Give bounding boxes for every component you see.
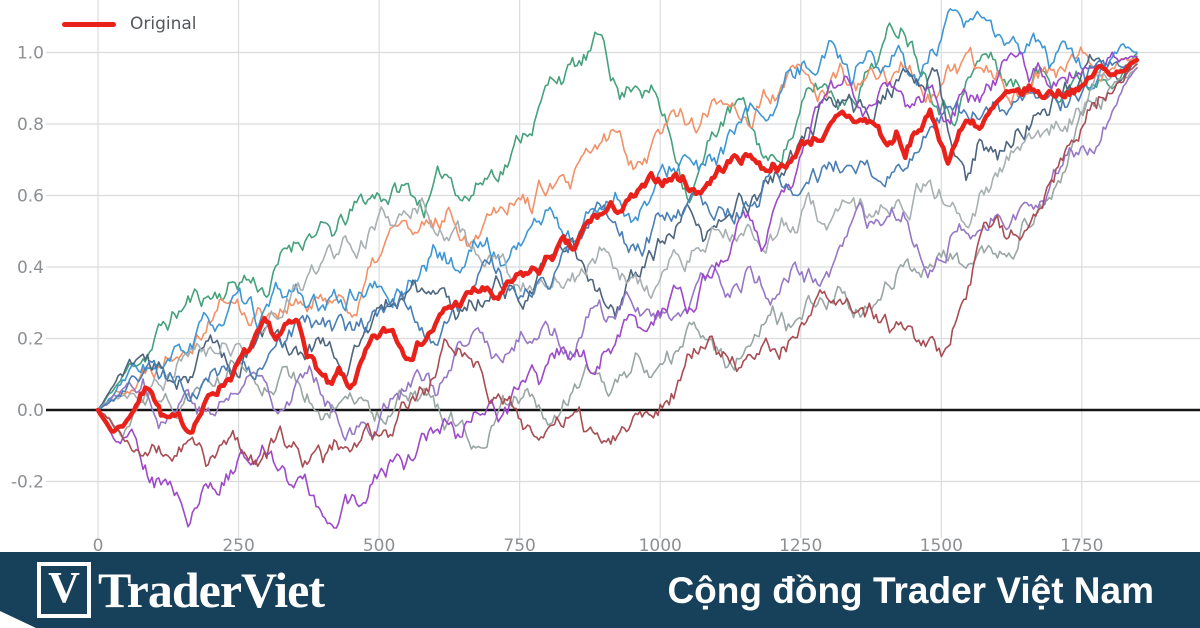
brand-name: TraderViet — [98, 562, 325, 618]
y-tick-label: 0.2 — [17, 330, 44, 350]
y-tick-label: 1.0 — [17, 44, 44, 64]
footer-tagline: Cộng đồng Trader Việt Nam — [667, 569, 1154, 611]
traderviet-logo: V — [37, 562, 91, 618]
logo-letter-v: V — [48, 563, 80, 612]
x-tick-label: 0 — [93, 536, 104, 552]
series-line-bootstrap-blue — [97, 8, 1138, 411]
series-line-bootstrap-brick — [97, 63, 1138, 468]
y-tick-label: 0.8 — [17, 115, 44, 135]
y-tick-label: 0.6 — [17, 187, 44, 207]
x-tick-label: 1500 — [920, 536, 963, 552]
series-line-Original — [95, 57, 1140, 435]
series-line-bootstrap-purple — [97, 67, 1138, 442]
series-line-bootstrap-gray — [97, 62, 1138, 411]
series-line-bootstrap-green — [97, 22, 1138, 411]
bootstrap-equity-chart: 1.0 0.8 0.6 0.4 0.2 0.0 -0.2 0 250 500 750 1000 1250… — [11, 0, 1200, 552]
x-tick-label: 1000 — [639, 536, 682, 552]
x-tick-label: 1750 — [1060, 536, 1103, 552]
legend-original-label: Original — [130, 14, 197, 34]
corner-accent — [0, 611, 36, 628]
x-tick-label: 250 — [222, 536, 254, 552]
legend: Original — [62, 14, 197, 34]
series-line-bootstrap-orchid — [97, 50, 1138, 529]
series-line-bootstrap-silver — [97, 66, 1138, 450]
y-tick-label: -0.2 — [11, 473, 44, 493]
x-tick-label: 1250 — [779, 536, 822, 552]
x-tick-label: 500 — [363, 536, 395, 552]
series-line-bootstrap-steel — [97, 59, 1138, 411]
legend-original-swatch — [62, 21, 116, 27]
y-tick-label: 0.0 — [17, 401, 44, 421]
x-tick-label: 750 — [503, 536, 535, 552]
brand-lockup: V TraderViet — [37, 562, 325, 618]
y-tick-label: 0.4 — [17, 258, 44, 278]
footer-banner: V TraderViet Cộng đồng Trader Việt Nam — [0, 552, 1200, 628]
